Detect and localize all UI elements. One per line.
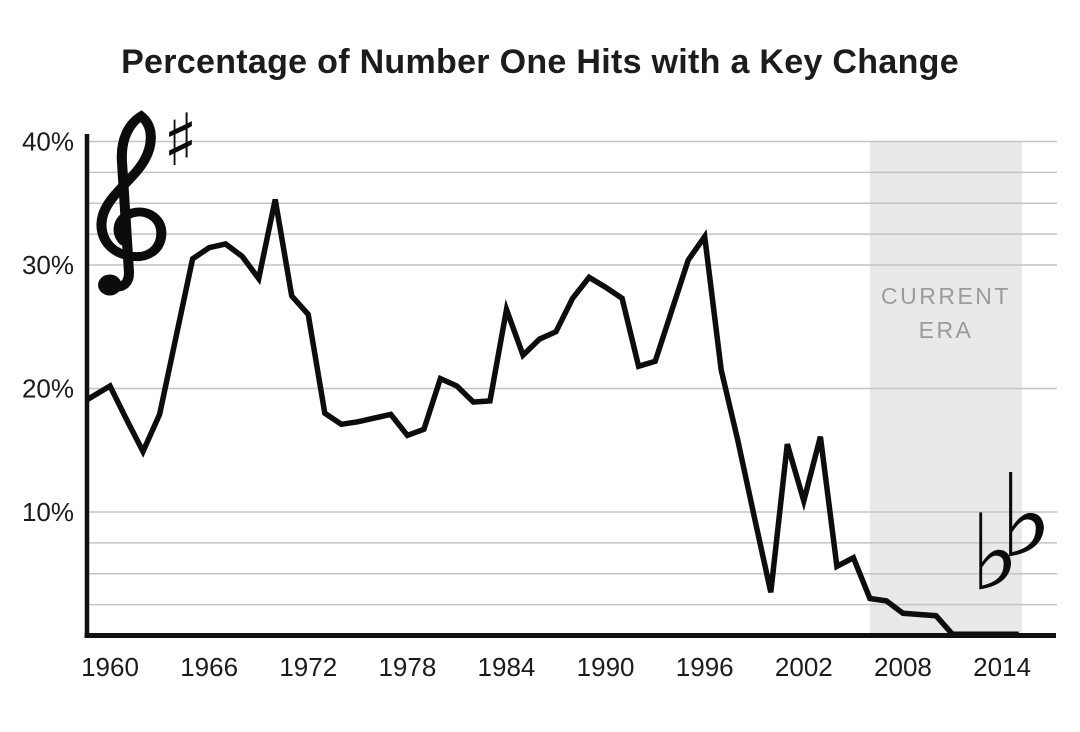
x-axis-labels: 1960 1966 1972 1978 1984 1990 1996 2002 2008 2014 [81, 652, 1031, 682]
x-tick-label: 1996 [676, 652, 734, 682]
x-tick-label: 2008 [874, 652, 932, 682]
x-tick-label: 1966 [180, 652, 238, 682]
sharp-icon: ♯ [163, 98, 198, 182]
x-tick-label: 2014 [973, 652, 1031, 682]
y-tick-label: 30% [22, 250, 74, 280]
keychange-trend-line [87, 198, 1019, 638]
treble-clef-icon [96, 110, 167, 296]
x-tick-label: 1972 [279, 652, 337, 682]
x-tick-label: 1960 [81, 652, 139, 682]
x-tick-label: 1978 [378, 652, 436, 682]
chart-title: Percentage of Number One Hits with a Key… [121, 43, 959, 81]
x-tick-label: 1984 [478, 652, 536, 682]
y-tick-label: 10% [22, 497, 74, 527]
current-era-label-line2: ERA [919, 317, 974, 343]
y-tick-label: 40% [22, 127, 74, 157]
x-tick-label: 1990 [577, 652, 635, 682]
x-tick-label: 2002 [775, 652, 833, 682]
current-era-label-line1: CURRENT [881, 283, 1011, 309]
y-axis-labels: 40% 30% 20% 10% [22, 127, 74, 528]
y-tick-label: 20% [22, 374, 74, 404]
flat-icon-left: ♭ [970, 492, 1020, 614]
flat-icon-right: ♭ [999, 450, 1053, 584]
